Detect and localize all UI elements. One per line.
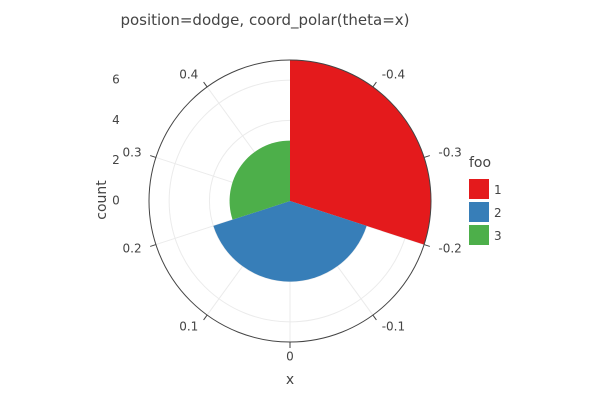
theta-tick: [150, 244, 157, 247]
theta-tick-label: -0.1: [382, 320, 405, 334]
r-tick-label: 0: [112, 194, 120, 208]
legend-title: foo: [469, 155, 491, 171]
r-tick-label: 4: [112, 113, 120, 127]
theta-tick: [150, 155, 157, 158]
theta-tick-label: 0.4: [179, 67, 198, 81]
bar-foo-1: [290, 60, 431, 245]
legend-swatch-3: [469, 225, 489, 245]
legend-swatch-1: [469, 179, 489, 199]
legend-label-2: 2: [494, 206, 502, 220]
theta-tick-label: -0.2: [438, 242, 461, 256]
theta-tick: [423, 244, 430, 247]
y-axis-label: count: [94, 180, 110, 220]
theta-tick-label: -0.3: [438, 145, 461, 159]
x-axis-label: x: [286, 372, 294, 388]
theta-tick-label: 0.2: [123, 242, 142, 256]
theta-tick-label: -0.4: [382, 67, 405, 81]
theta-tick: [423, 155, 430, 158]
theta-tick-label: 0.1: [179, 320, 198, 334]
theta-tick-label: 0.3: [123, 145, 142, 159]
legend-label-3: 3: [494, 229, 502, 243]
chart-title: position=dodge, coord_polar(theta=x): [120, 11, 409, 30]
bar-foo-2: [213, 201, 367, 282]
theta-tick: [203, 314, 208, 321]
legend-label-1: 1: [494, 183, 502, 197]
axis-layer: 0 0.1 0.2 0.3 0.4 -0.4 -0.3 -0.2 -0.1 0 2 4 6: [112, 59, 462, 364]
bar-foo-3: [229, 140, 290, 220]
theta-tick: [372, 81, 377, 88]
legend: foo 1 2 3: [469, 155, 502, 245]
bars-layer: [213, 60, 431, 282]
theta-tick: [203, 81, 208, 88]
theta-tick-label: 0: [286, 350, 294, 364]
theta-tick: [372, 314, 377, 321]
legend-swatch-2: [469, 202, 489, 222]
r-tick-label: 6: [112, 73, 120, 87]
r-tick-label: 2: [112, 153, 120, 167]
